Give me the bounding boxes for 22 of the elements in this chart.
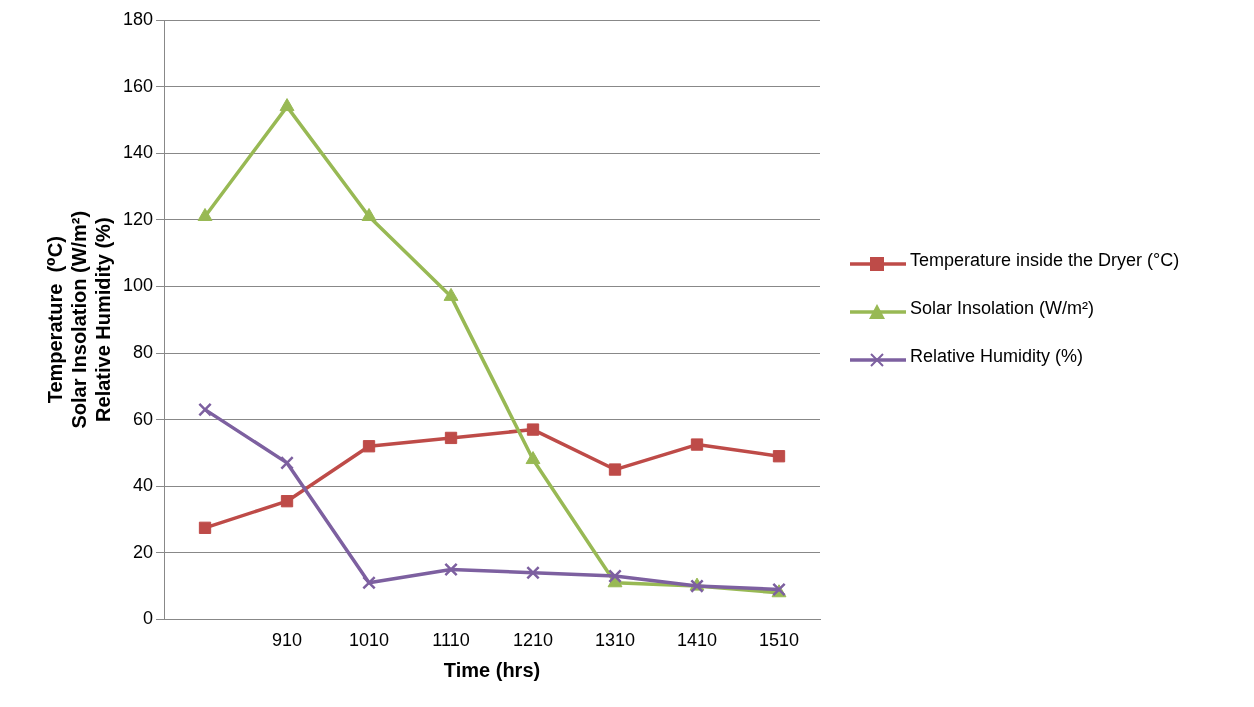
y-tick-label: 120 bbox=[122, 208, 154, 229]
y-tick-label: 180 bbox=[122, 8, 154, 29]
x-tick-label: 1110 bbox=[432, 630, 470, 651]
x-tick-label: 1410 bbox=[676, 630, 718, 651]
y-tick-label: 80 bbox=[133, 341, 154, 362]
y-tick-label: 60 bbox=[133, 408, 154, 429]
y-tick-label: 40 bbox=[133, 475, 154, 496]
y-tick-label: 0 bbox=[143, 608, 154, 629]
y-tick-label: 100 bbox=[122, 275, 154, 296]
x-tick-label: 910 bbox=[272, 630, 303, 651]
x-tick-label: 1210 bbox=[512, 630, 554, 651]
y-tick-label: 140 bbox=[122, 142, 154, 163]
x-tick-label: 1010 bbox=[349, 630, 390, 651]
y-tick-label: 160 bbox=[122, 75, 154, 96]
x-axis-title: Time (hrs) bbox=[443, 658, 541, 681]
x-tick-label: 1510 bbox=[758, 630, 800, 651]
legend-label: Temperature inside the Dryer (°C) bbox=[910, 250, 1180, 271]
y-tick-label: 20 bbox=[133, 541, 154, 562]
legend-label: Relative Humidity (%) bbox=[910, 346, 1084, 367]
legend-label: Solar Insolation (W/m²) bbox=[910, 298, 1095, 319]
x-tick-label: 1310 bbox=[594, 630, 636, 651]
y-axis-title: Temperature (⁰C) Solar Insolation (W/m²) Relative Humidity (%) bbox=[43, 210, 114, 429]
